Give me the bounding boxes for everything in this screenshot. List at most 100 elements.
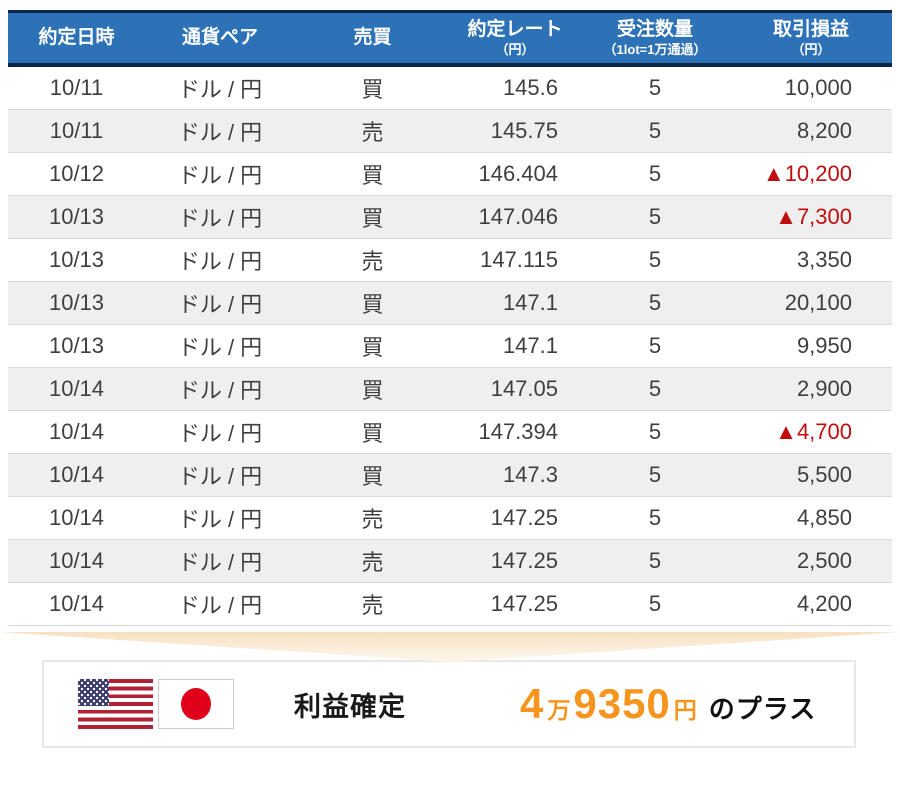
header-currency-pair: 通貨ペア <box>145 10 295 67</box>
cell-side: 売 <box>295 238 450 282</box>
cell-pair: ドル / 円 <box>145 65 295 110</box>
cell-side: 売 <box>295 109 450 153</box>
cell-qty: 5 <box>580 238 730 282</box>
cell-rate: 147.25 <box>450 539 580 583</box>
table-row: 10/13 ドル / 円買 147.1 5 9,950 <box>8 324 892 368</box>
table-row: 10/13 ドル / 円売 147.115 5 3,350 <box>8 238 892 282</box>
table-row: 10/13 ドル / 円買 147.1 5 20,100 <box>8 281 892 325</box>
cell-pair: ドル / 円 <box>145 496 295 540</box>
table-row: 10/14 ドル / 円売 147.25 5 4,200 <box>8 582 892 626</box>
amount-suffix: のプラス <box>708 694 817 724</box>
unit-man: 万 <box>547 697 571 723</box>
cell-qty: 5 <box>580 367 730 411</box>
cell-qty: 5 <box>580 453 730 497</box>
table-row: 10/11 ドル / 円買 145.6 5 10,000 <box>8 65 892 110</box>
cell-side: 買 <box>295 195 450 239</box>
cell-pnl: 9,950 <box>730 324 892 368</box>
table-row: 10/14 ドル / 円買 147.394 5 ▲4,700 <box>8 410 892 454</box>
cell-pair: ドル / 円 <box>145 453 295 497</box>
cell-pair: ドル / 円 <box>145 238 295 282</box>
cell-rate: 147.046 <box>450 195 580 239</box>
cell-rate: 145.75 <box>450 109 580 153</box>
trade-table-body: 10/11 ドル / 円買 145.6 5 10,000 10/11 ドル / 円売 145.… <box>8 65 892 626</box>
currency-pair-flags <box>78 679 234 729</box>
cell-side: 買 <box>295 367 450 411</box>
cell-qty: 5 <box>580 65 730 110</box>
summary-section: 利益確定 4 万 9350 円 のプラス <box>0 626 900 781</box>
cell-pnl: ▲7,300 <box>730 195 892 239</box>
cell-date: 10/14 <box>8 539 145 583</box>
cell-side: 買 <box>295 281 450 325</box>
cell-rate: 147.1 <box>450 324 580 368</box>
header-exec-rate: 約定レート （円） <box>450 10 580 67</box>
table-row: 10/12 ドル / 円買 146.404 5 ▲10,200 <box>8 152 892 196</box>
cell-date: 10/14 <box>8 410 145 454</box>
cell-pnl: 8,200 <box>730 109 892 153</box>
cell-pnl: 2,500 <box>730 539 892 583</box>
cell-pair: ドル / 円 <box>145 195 295 239</box>
cell-pair: ドル / 円 <box>145 152 295 196</box>
cell-side: 買 <box>295 324 450 368</box>
table-row: 10/14 ドル / 円買 147.3 5 5,500 <box>8 453 892 497</box>
cell-pair: ドル / 円 <box>145 367 295 411</box>
table-row: 10/14 ドル / 円買 147.05 5 2,900 <box>8 367 892 411</box>
profit-confirmed-label: 利益確定 <box>294 691 406 722</box>
profit-amount: 4 万 9350 円 のプラス <box>520 680 816 728</box>
table-row: 10/11 ドル / 円売 145.75 5 8,200 <box>8 109 892 153</box>
cell-pair: ドル / 円 <box>145 324 295 368</box>
cell-qty: 5 <box>580 281 730 325</box>
amount-man-digits: 4 <box>520 680 545 727</box>
cell-qty: 5 <box>580 410 730 454</box>
table-row: 10/14 ドル / 円売 147.25 5 2,500 <box>8 539 892 583</box>
us-flag-icon <box>78 679 153 729</box>
cell-date: 10/13 <box>8 281 145 325</box>
cell-pnl: 20,100 <box>730 281 892 325</box>
cell-pair: ドル / 円 <box>145 410 295 454</box>
cell-pair: ドル / 円 <box>145 281 295 325</box>
cell-side: 買 <box>295 410 450 454</box>
down-arrow-icon <box>0 632 900 662</box>
cell-date: 10/14 <box>8 582 145 626</box>
cell-side: 売 <box>295 496 450 540</box>
cell-side: 買 <box>295 65 450 110</box>
cell-qty: 5 <box>580 195 730 239</box>
cell-side: 買 <box>295 453 450 497</box>
cell-pnl: ▲4,700 <box>730 410 892 454</box>
header-exec-date: 約定日時 <box>8 10 145 67</box>
cell-pnl: 4,200 <box>730 582 892 626</box>
header-order-quantity: 受注数量 （1lot=1万通過） <box>580 10 730 67</box>
cell-date: 10/13 <box>8 195 145 239</box>
cell-side: 売 <box>295 539 450 583</box>
cell-pnl: 4,850 <box>730 496 892 540</box>
cell-pair: ドル / 円 <box>145 582 295 626</box>
header-trade-pnl: 取引損益 （円） <box>730 10 892 67</box>
cell-rate: 147.25 <box>450 496 580 540</box>
cell-rate: 147.05 <box>450 367 580 411</box>
cell-rate: 147.25 <box>450 582 580 626</box>
cell-date: 10/11 <box>8 65 145 110</box>
cell-qty: 5 <box>580 496 730 540</box>
cell-side: 買 <box>295 152 450 196</box>
header-buy-sell: 売買 <box>295 10 450 67</box>
cell-date: 10/13 <box>8 324 145 368</box>
cell-qty: 5 <box>580 152 730 196</box>
profit-result-box: 利益確定 4 万 9350 円 のプラス <box>42 660 856 748</box>
cell-date: 10/11 <box>8 109 145 153</box>
cell-pnl: ▲10,200 <box>730 152 892 196</box>
cell-qty: 5 <box>580 582 730 626</box>
cell-pair: ドル / 円 <box>145 539 295 583</box>
cell-date: 10/12 <box>8 152 145 196</box>
cell-side: 売 <box>295 582 450 626</box>
cell-rate: 147.115 <box>450 238 580 282</box>
japan-flag-icon <box>158 679 234 729</box>
cell-rate: 146.404 <box>450 152 580 196</box>
cell-date: 10/14 <box>8 496 145 540</box>
cell-qty: 5 <box>580 324 730 368</box>
trade-history-table-wrap: 約定日時 通貨ペア 売買 約定レート （円） 受注数量 （1lot=1万通過） 取引… <box>8 10 892 626</box>
table-row: 10/13 ドル / 円買 147.046 5 ▲7,300 <box>8 195 892 239</box>
table-header-row: 約定日時 通貨ペア 売買 約定レート （円） 受注数量 （1lot=1万通過） 取引… <box>8 10 892 67</box>
trade-history-table: 約定日時 通貨ペア 売買 約定レート （円） 受注数量 （1lot=1万通過） 取引… <box>8 10 892 626</box>
cell-pnl: 10,000 <box>730 65 892 110</box>
table-row: 10/14 ドル / 円売 147.25 5 4,850 <box>8 496 892 540</box>
cell-rate: 147.394 <box>450 410 580 454</box>
